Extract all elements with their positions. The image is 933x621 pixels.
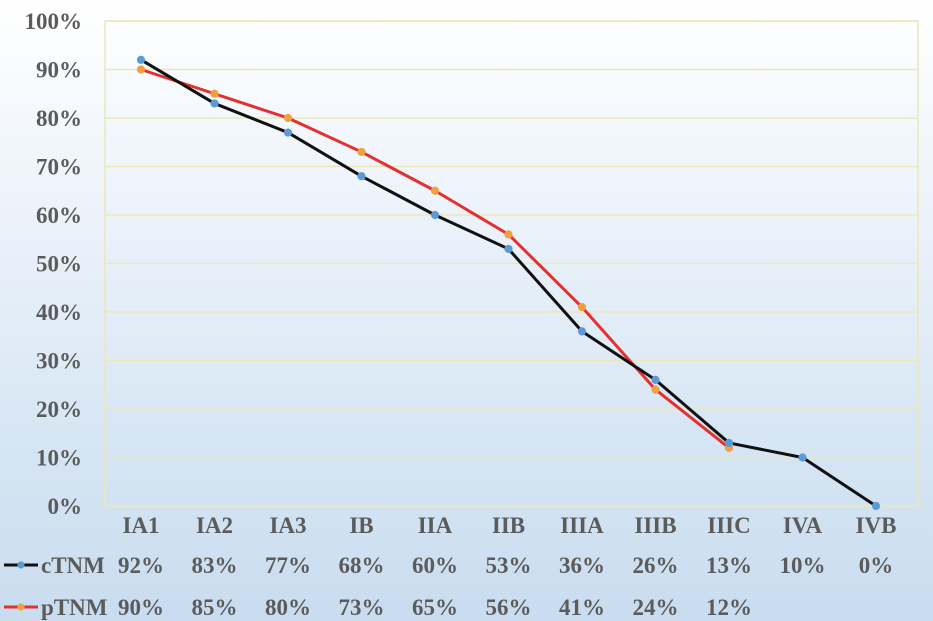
- series-line-cTNM: [140, 58, 877, 508]
- data-point-pTNM: [357, 147, 366, 157]
- table-cell-pTNM: 73%: [339, 595, 385, 620]
- data-point-pTNM: [430, 186, 440, 195]
- data-point-pTNM: [577, 303, 587, 312]
- data-point-cTNM: [504, 244, 513, 254]
- y-tick-label: 80%: [36, 106, 82, 131]
- table-cell-pTNM: 85%: [192, 595, 238, 620]
- table-cell-cTNM: 92%: [118, 553, 164, 578]
- x-tick-label: IB: [349, 513, 373, 538]
- table-cell-pTNM: 12%: [706, 595, 752, 620]
- series-group: [136, 55, 881, 511]
- y-tick-label: 40%: [36, 300, 82, 325]
- y-tick-label: 0%: [48, 494, 83, 519]
- x-tick-label: IIB: [492, 513, 525, 538]
- data-point-cTNM: [651, 375, 660, 384]
- x-tick-label: IA1: [122, 513, 159, 538]
- legend-name-pTNM: pTNM: [41, 595, 108, 620]
- table-cell-cTNM: 83%: [192, 553, 238, 578]
- table-cell-cTNM: 0%: [859, 553, 894, 578]
- x-axis: IA1 IA2 IA3 IB IIA IIB IIIA IIIB IIIC IVA IVB: [122, 513, 896, 538]
- data-point-cTNM: [357, 172, 366, 181]
- x-tick-label: IA3: [269, 513, 306, 538]
- table-cell-pTNM: 56%: [486, 595, 532, 620]
- y-tick-label: 70%: [36, 155, 82, 180]
- table-cell-cTNM: 13%: [706, 553, 752, 578]
- series-line-pTNM: [140, 68, 730, 449]
- data-table: cTNM 92% 83% 77% 68% 60% 53% 36% 26% 13% 10% 0% pTNM…: [4, 553, 893, 620]
- table-cell-cTNM: 68%: [339, 553, 385, 578]
- table-cell-cTNM: 26%: [633, 553, 679, 578]
- data-point-pTNM: [504, 230, 513, 239]
- x-tick-label: IIIB: [634, 513, 676, 538]
- grid-lines: [104, 20, 919, 507]
- data-point-cTNM: [577, 327, 587, 336]
- table-cell-pTNM: 80%: [265, 595, 311, 620]
- x-tick-label: IIIA: [560, 513, 604, 538]
- data-point-cTNM: [798, 453, 807, 462]
- y-tick-label: 50%: [36, 252, 82, 277]
- legend-key-marker-pTNM: [17, 603, 25, 611]
- y-axis: 0% 10% 20% 30% 40% 50% 60% 70% 80% 90% 100%: [25, 9, 83, 519]
- data-point-cTNM: [724, 438, 734, 448]
- table-cell-pTNM: 24%: [633, 595, 679, 620]
- y-tick-label: 60%: [36, 203, 82, 228]
- data-point-cTNM: [283, 128, 293, 137]
- data-point-pTNM: [651, 385, 660, 394]
- data-point-pTNM: [283, 113, 293, 123]
- data-point-pTNM: [136, 65, 146, 74]
- y-tick-label: 90%: [36, 58, 82, 83]
- y-tick-label: 20%: [36, 397, 82, 422]
- table-cell-pTNM: 90%: [118, 595, 164, 620]
- data-point-cTNM: [210, 99, 219, 108]
- table-cell-cTNM: 60%: [412, 553, 458, 578]
- data-point-pTNM: [210, 89, 219, 98]
- table-cell-cTNM: 10%: [780, 553, 826, 578]
- y-tick-label: 100%: [25, 9, 83, 34]
- data-point-cTNM: [430, 210, 440, 220]
- x-tick-label: IIIC: [707, 513, 750, 538]
- data-point-cTNM: [871, 501, 881, 511]
- table-cell-pTNM: 65%: [412, 595, 458, 620]
- table-cell-pTNM: 41%: [559, 595, 605, 620]
- table-cell-cTNM: 53%: [486, 553, 532, 578]
- x-tick-label: IVB: [856, 513, 897, 538]
- x-tick-label: IIA: [418, 513, 453, 538]
- table-cell-cTNM: 77%: [265, 553, 311, 578]
- table-cell-cTNM: 36%: [559, 553, 605, 578]
- legend-name-cTNM: cTNM: [41, 553, 105, 578]
- y-tick-label: 10%: [36, 446, 82, 471]
- legend-key-marker-cTNM: [17, 561, 25, 569]
- data-point-cTNM: [136, 55, 146, 64]
- y-tick-label: 30%: [36, 349, 82, 374]
- x-tick-label: IVA: [783, 513, 823, 538]
- x-tick-label: IA2: [196, 513, 233, 538]
